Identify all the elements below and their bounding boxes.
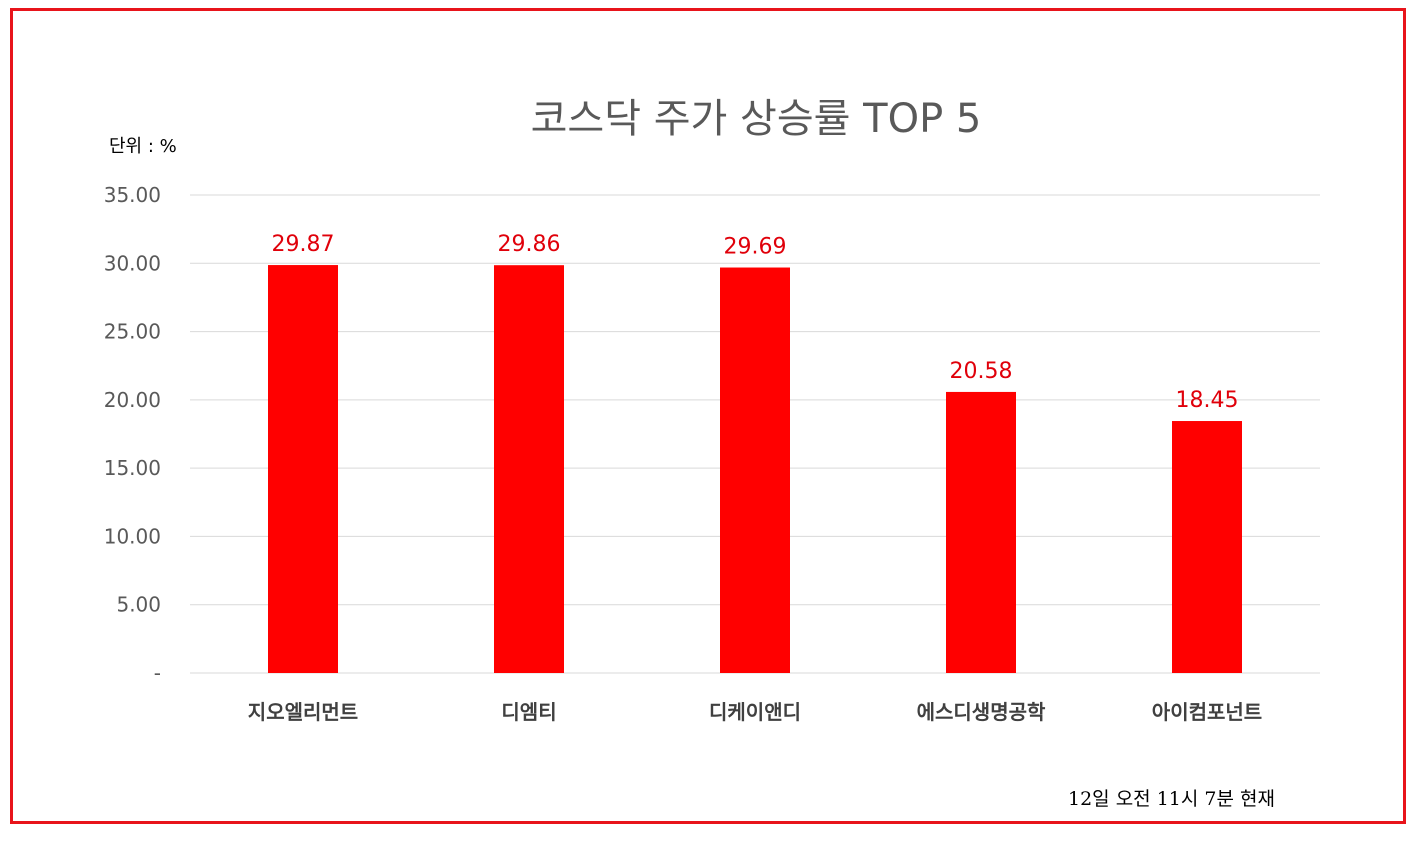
category-label: 디케이앤디 xyxy=(709,700,801,724)
y-tick-label: 5.00 xyxy=(116,593,161,617)
data-label: 18.45 xyxy=(1176,388,1239,413)
data-label: 29.69 xyxy=(724,235,787,260)
bar xyxy=(494,265,564,673)
x-axis-labels: 지오엘리먼트 디엠티 디케이앤디 에스디생명공학 아이컴포넌트 xyxy=(248,700,1262,724)
bar xyxy=(720,267,790,673)
y-tick-label: 15.00 xyxy=(104,456,161,480)
category-label: 지오엘리먼트 xyxy=(248,700,358,724)
data-labels: 29.87 29.86 29.69 20.58 18.45 xyxy=(272,232,1239,413)
y-tick-label: 20.00 xyxy=(104,388,161,412)
chart-title: 코스닥 주가 상승률 TOP 5 xyxy=(530,96,982,142)
y-tick-label: 30.00 xyxy=(104,251,161,275)
bars xyxy=(268,265,1242,673)
y-tick-label: 35.00 xyxy=(104,183,161,207)
y-tick-label: 25.00 xyxy=(104,320,161,344)
category-label: 디엠티 xyxy=(501,700,556,724)
category-label: 아이컴포넌트 xyxy=(1152,700,1262,724)
category-label: 에스디생명공학 xyxy=(917,700,1046,724)
y-axis-ticks: - 5.00 10.00 15.00 20.00 25.00 30.00 35.00 xyxy=(104,183,161,685)
bar xyxy=(946,391,1016,673)
bar xyxy=(1172,421,1242,673)
data-label: 20.58 xyxy=(950,359,1013,384)
unit-label: 단위 : % xyxy=(109,136,177,157)
y-tick-label: 10.00 xyxy=(104,524,161,548)
timestamp-note: 12일 오전 11시 7분 현재 xyxy=(1068,788,1275,810)
y-tick-label: - xyxy=(154,661,161,685)
data-label: 29.87 xyxy=(272,232,335,257)
bar xyxy=(268,265,338,673)
data-label: 29.86 xyxy=(498,232,561,257)
chart-frame xyxy=(10,8,1406,824)
